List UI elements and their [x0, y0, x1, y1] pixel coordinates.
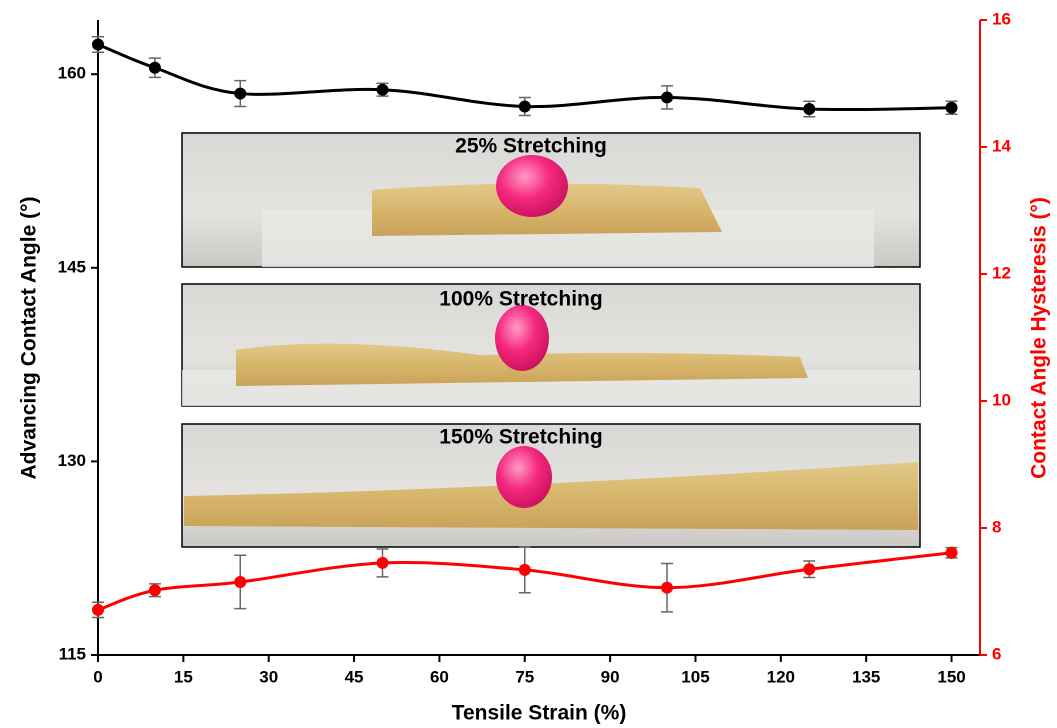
y-axis-label: Advancing Contact Angle (°) — [18, 197, 41, 480]
marker — [377, 557, 389, 569]
marker — [803, 103, 815, 115]
y2-tick-label: 6 — [992, 644, 1001, 663]
marker — [803, 563, 815, 575]
chart: 25% Stretching 100% Stretching 150% Stre… — [0, 0, 1057, 728]
marker — [149, 584, 161, 596]
marker — [661, 582, 673, 594]
y2-tick-label: 14 — [992, 136, 1011, 155]
y2-tick-label: 16 — [992, 9, 1011, 28]
marker — [234, 576, 246, 588]
y-tick-label: 145 — [58, 257, 86, 276]
marker — [946, 102, 958, 114]
marker — [661, 91, 673, 103]
y2-axis-label: Contact Angle Hysteresis (°) — [1028, 197, 1051, 479]
x-tick-label: 15 — [174, 667, 193, 686]
x-tick-label: 60 — [430, 667, 449, 686]
y2-tick-label: 12 — [992, 263, 1011, 282]
y-tick-label: 115 — [59, 644, 86, 663]
marker — [149, 62, 161, 74]
y2-tick-label: 8 — [992, 517, 1001, 536]
x-tick-label: 105 — [681, 667, 709, 686]
marker — [946, 547, 958, 559]
marker — [519, 564, 531, 576]
x-tick-label: 45 — [345, 667, 364, 686]
y-tick-label: 160 — [58, 64, 86, 83]
marker — [92, 39, 104, 51]
inset-photos: 25% Stretching 100% Stretching 150% Stre… — [182, 133, 920, 547]
inset-label: 25% Stretching — [455, 135, 607, 158]
x-tick-label: 135 — [852, 667, 880, 686]
x-tick-label: 0 — [93, 667, 102, 686]
x-tick-label: 120 — [767, 667, 795, 686]
inset-label: 150% Stretching — [439, 426, 602, 449]
y-tick-label: 130 — [58, 451, 86, 470]
inset-label: 100% Stretching — [439, 288, 602, 311]
y2-tick-label: 10 — [992, 390, 1011, 409]
x-axis-label: Tensile Strain (%) — [452, 702, 627, 725]
x-tick-label: 30 — [259, 667, 278, 686]
x-tick-label: 90 — [601, 667, 620, 686]
x-tick-label: 150 — [937, 667, 965, 686]
x-tick-label: 75 — [515, 667, 534, 686]
marker — [377, 84, 389, 96]
marker — [92, 604, 104, 616]
marker — [519, 100, 531, 112]
marker — [234, 88, 246, 100]
